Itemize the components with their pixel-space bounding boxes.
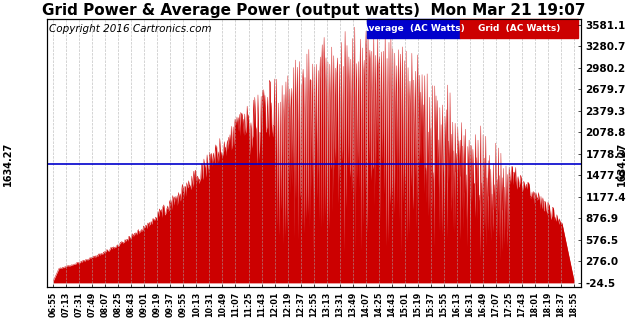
- Text: Average  (AC Watts): Average (AC Watts): [362, 24, 465, 33]
- FancyBboxPatch shape: [367, 19, 461, 38]
- Text: 1634.27: 1634.27: [3, 142, 13, 186]
- Text: 1634.27: 1634.27: [617, 142, 627, 186]
- FancyBboxPatch shape: [461, 19, 578, 38]
- Text: Copyright 2016 Cartronics.com: Copyright 2016 Cartronics.com: [49, 24, 212, 34]
- Title: Grid Power & Average Power (output watts)  Mon Mar 21 19:07: Grid Power & Average Power (output watts…: [42, 3, 585, 18]
- Text: Grid  (AC Watts): Grid (AC Watts): [478, 24, 560, 33]
